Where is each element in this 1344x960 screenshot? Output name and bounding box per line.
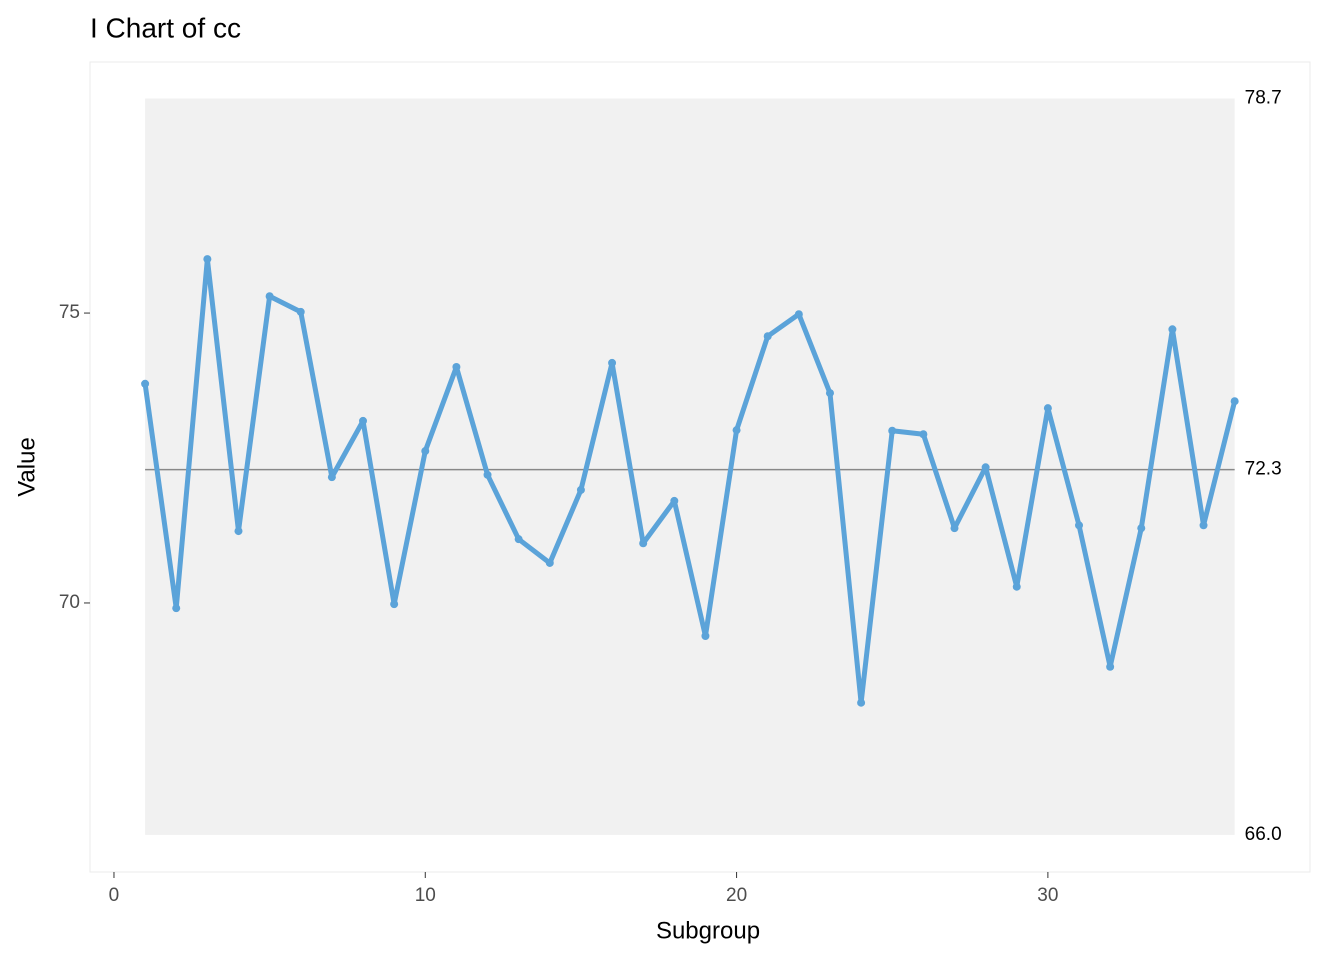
- data-point: [670, 496, 679, 505]
- y-tick-label: 75: [59, 302, 80, 323]
- data-point: [950, 524, 959, 533]
- data-point: [825, 389, 834, 398]
- data-point: [701, 632, 710, 641]
- data-point: [919, 430, 928, 439]
- data-point: [327, 473, 336, 482]
- control-region: [145, 98, 1235, 835]
- data-point: [172, 604, 181, 613]
- x-tick-label: 20: [726, 885, 747, 906]
- ucl-label: 78.7: [1245, 88, 1282, 109]
- data-point: [141, 379, 150, 388]
- data-point: [1012, 582, 1021, 591]
- data-point: [296, 307, 305, 316]
- data-point: [483, 470, 492, 479]
- data-point: [1230, 397, 1239, 406]
- data-point: [514, 535, 523, 544]
- data-point: [203, 255, 212, 264]
- data-point: [1106, 662, 1115, 671]
- data-point: [545, 558, 554, 567]
- lcl-label: 66.0: [1245, 824, 1282, 845]
- data-point: [1137, 524, 1146, 533]
- data-point: [1043, 404, 1052, 413]
- data-point: [608, 358, 617, 367]
- data-point: [732, 426, 741, 435]
- chart-title: I Chart of cc: [90, 12, 241, 43]
- data-point: [390, 600, 399, 609]
- x-tick-label: 30: [1037, 885, 1058, 906]
- x-tick-label: 0: [109, 885, 120, 906]
- data-point: [981, 463, 990, 472]
- data-point: [857, 698, 866, 707]
- data-point: [234, 527, 243, 536]
- data-point: [1168, 325, 1177, 334]
- y-tick-label: 70: [59, 592, 80, 613]
- data-point: [576, 485, 585, 494]
- y-axis-label: Value: [13, 437, 40, 497]
- data-point: [452, 362, 461, 371]
- x-tick-label: 10: [415, 885, 436, 906]
- data-point: [794, 310, 803, 319]
- data-point: [265, 292, 274, 301]
- data-point: [888, 426, 897, 435]
- panel-border: [89, 61, 1311, 873]
- data-point: [359, 416, 368, 425]
- data-point: [421, 447, 430, 456]
- data-point: [1199, 521, 1208, 530]
- data-point: [763, 332, 772, 341]
- cl-label: 72.3: [1245, 459, 1282, 480]
- data-point: [1075, 521, 1084, 530]
- x-axis-label: Subgroup: [656, 917, 760, 944]
- data-line: [142, 256, 1238, 706]
- data-point: [639, 539, 648, 548]
